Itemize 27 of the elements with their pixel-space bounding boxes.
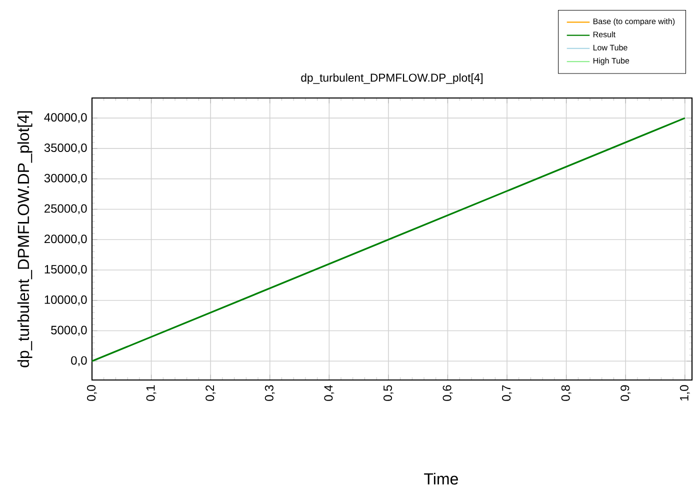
x-tick-label: 0,1 <box>146 385 156 401</box>
legend-label: Low Tube <box>593 44 628 50</box>
y-tick-label: 5000,0 <box>51 326 87 336</box>
y-tick-label: 25000,0 <box>44 204 87 214</box>
x-tick-label: 0,5 <box>383 385 394 401</box>
legend-label: Result <box>593 31 616 38</box>
x-tick-label: 0,0 <box>87 385 97 401</box>
y-tick-label: 15000,0 <box>44 265 87 275</box>
y-tick-label: 10000,0 <box>44 295 87 306</box>
x-tick-label: 0,4 <box>324 385 334 401</box>
chart-title: dp_turbulent_DPMFLOW.DP_plot[4] <box>301 73 483 84</box>
y-tick-label: 35000,0 <box>44 143 87 154</box>
x-tick-label: 0,2 <box>206 385 216 401</box>
x-axis-title: Time <box>424 472 458 485</box>
x-tick-label: 0,9 <box>620 385 631 401</box>
legend-label: High Tube <box>593 58 630 66</box>
x-tick-label: 0,3 <box>264 385 275 401</box>
y-tick-label: 40000,0 <box>44 113 87 124</box>
x-tick-label: 0,8 <box>561 385 572 401</box>
y-tick-label: 20000,0 <box>44 234 87 245</box>
y-axis-title: dp_turbulent_DPMFLOW.DP_plot[4] <box>17 111 32 368</box>
legend-label: Base (to compare with) <box>593 18 675 26</box>
x-tick-label: 0,7 <box>502 385 512 401</box>
y-tick-label: 0,0 <box>71 356 87 366</box>
x-tick-label: 1,0 <box>680 385 690 400</box>
x-tick-label: 0,6 <box>442 385 453 401</box>
y-tick-label: 30000,0 <box>44 174 87 184</box>
